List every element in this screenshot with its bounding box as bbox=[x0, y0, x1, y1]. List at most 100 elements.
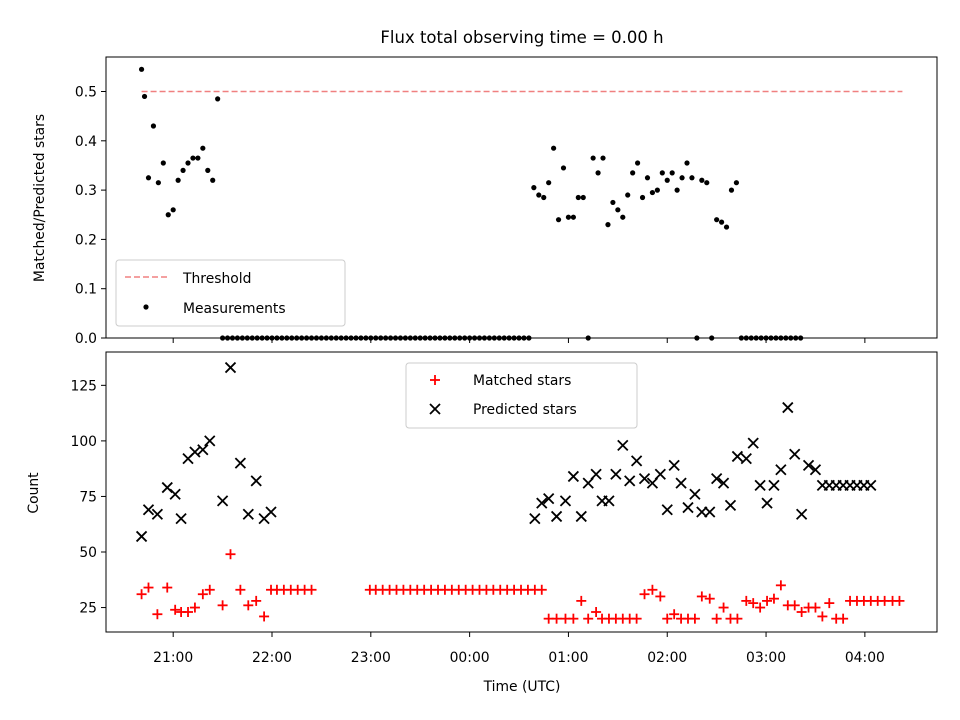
predicted-point bbox=[668, 459, 680, 471]
matched-point bbox=[748, 598, 759, 609]
matched-point bbox=[225, 549, 236, 560]
measurement-point bbox=[570, 214, 576, 220]
x-tick-label: 21:00 bbox=[153, 650, 193, 666]
y-tick-label: 75 bbox=[79, 489, 97, 505]
measurement-point bbox=[723, 224, 730, 230]
legend-threshold-label: Threshold bbox=[182, 271, 251, 287]
predicted-point bbox=[717, 477, 730, 489]
measurement-point bbox=[145, 175, 152, 181]
measurement-point bbox=[155, 180, 161, 186]
measurement-point bbox=[689, 175, 695, 181]
matched-point bbox=[591, 607, 602, 617]
predicted-point bbox=[775, 464, 787, 476]
predicted-point bbox=[661, 504, 673, 516]
predicted-point bbox=[567, 470, 580, 483]
bottom-x-ticks: 21:00 22:00 23:00 00:00 01:00 02:00 03:00 04:00 bbox=[153, 632, 885, 666]
bottom-x-axis-label: Time (UTC) bbox=[483, 679, 561, 695]
matched-point bbox=[536, 584, 547, 595]
matched-point bbox=[204, 584, 215, 595]
measurement-point bbox=[605, 222, 611, 228]
predicted-point bbox=[617, 439, 629, 451]
predicted-point bbox=[795, 508, 808, 520]
measurement-point bbox=[625, 192, 631, 198]
matched-point bbox=[696, 591, 707, 602]
measurement-point bbox=[635, 160, 641, 166]
matched-point bbox=[143, 582, 154, 593]
legend-predicted-label: Predicted stars bbox=[473, 402, 577, 418]
measurement-point bbox=[728, 187, 735, 193]
measurement-point bbox=[718, 219, 725, 225]
predicted-point bbox=[704, 506, 716, 518]
legend-measurements-label: Measurements bbox=[183, 301, 286, 317]
measurement-point bbox=[180, 167, 186, 173]
matched-point bbox=[551, 613, 562, 624]
matched-point bbox=[162, 582, 173, 593]
matched-point bbox=[775, 580, 786, 591]
bottom-y-axis-label: Count bbox=[26, 472, 42, 514]
predicted-point bbox=[747, 437, 759, 449]
matched-point bbox=[136, 589, 147, 600]
matched-point bbox=[217, 600, 228, 611]
measurement-point bbox=[560, 165, 567, 171]
predicted-point bbox=[689, 488, 701, 500]
measurement-point bbox=[546, 180, 552, 186]
measurement-point bbox=[615, 207, 621, 213]
measurement-point bbox=[141, 93, 148, 100]
measurement-point bbox=[669, 170, 675, 176]
measurement-point bbox=[659, 170, 665, 176]
y-tick-label: 25 bbox=[79, 601, 97, 617]
predicted-point bbox=[682, 501, 694, 514]
predicted-point bbox=[782, 401, 794, 414]
matched-point bbox=[189, 602, 200, 613]
measurement-point bbox=[205, 167, 211, 173]
matched-point bbox=[243, 600, 254, 611]
predicted-point bbox=[761, 497, 773, 509]
matched-point bbox=[152, 609, 163, 620]
y-tick-label: 0.1 bbox=[75, 282, 97, 298]
matched-point bbox=[235, 584, 246, 595]
x-tick-label: 23:00 bbox=[351, 650, 391, 666]
top-axes-frame bbox=[105, 56, 938, 339]
matched-point bbox=[662, 613, 673, 624]
predicted-point bbox=[142, 504, 155, 516]
measurement-point bbox=[733, 180, 740, 186]
predicted-point bbox=[646, 477, 659, 489]
predicted-point bbox=[768, 479, 780, 491]
predicted-point bbox=[630, 455, 643, 467]
predicted-point bbox=[582, 477, 594, 489]
y-tick-label: 0.3 bbox=[75, 183, 97, 199]
matched-point bbox=[306, 584, 317, 595]
measurement-point bbox=[175, 177, 181, 183]
measurement-point bbox=[165, 212, 171, 218]
measurement-point bbox=[620, 214, 626, 220]
predicted-point bbox=[234, 457, 247, 469]
predicted-point bbox=[529, 513, 541, 525]
predicted-point bbox=[740, 453, 752, 465]
measurement-point bbox=[679, 175, 685, 181]
matched-point bbox=[796, 607, 807, 617]
measurement-point bbox=[580, 194, 586, 201]
predicted-point bbox=[189, 446, 201, 458]
measurement-point bbox=[590, 155, 596, 161]
predicted-point bbox=[802, 459, 815, 471]
predicted-point bbox=[169, 488, 181, 500]
measurement-point bbox=[565, 214, 572, 220]
predicted-point bbox=[590, 468, 602, 480]
predicted-point bbox=[250, 475, 262, 487]
matched-point bbox=[639, 589, 650, 600]
matched-point bbox=[669, 609, 680, 620]
matched-point bbox=[732, 613, 743, 624]
predicted-point bbox=[675, 477, 687, 489]
measurement-point bbox=[674, 187, 680, 193]
bottom-panel: 25 50 75 100 125 21:00 22:00 23:00 00:00 01:00 02… bbox=[26, 351, 938, 695]
matched-point bbox=[197, 589, 208, 600]
measurement-point bbox=[639, 194, 646, 201]
measurement-point bbox=[699, 177, 705, 183]
bottom-plot-marks bbox=[135, 361, 905, 624]
measurement-point bbox=[644, 175, 651, 181]
matched-point bbox=[631, 613, 642, 624]
measurement-point bbox=[649, 189, 656, 196]
matched-point bbox=[170, 604, 181, 615]
predicted-point bbox=[197, 444, 209, 456]
